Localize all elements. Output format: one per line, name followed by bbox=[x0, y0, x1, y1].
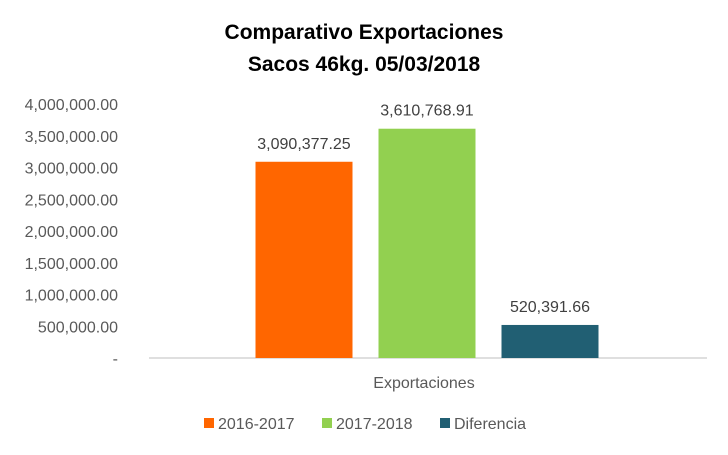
bar-2 bbox=[378, 128, 476, 358]
legend-swatch-2 bbox=[322, 418, 332, 428]
data-labels: 3,090,377.25 3,610,768.91 520,391.66 bbox=[257, 103, 590, 316]
y-tick-label: - bbox=[113, 351, 118, 368]
legend: 2016-2017 2017-2018 Diferencia bbox=[204, 416, 526, 433]
chart-title: Comparativo Exportaciones bbox=[225, 21, 504, 44]
bar-3 bbox=[501, 324, 599, 358]
legend-label-3: Diferencia bbox=[454, 416, 526, 433]
data-label-1: 3,090,377.25 bbox=[257, 136, 351, 153]
y-tick-label: 500,000.00 bbox=[38, 319, 118, 336]
bars bbox=[255, 128, 599, 358]
x-category-label: Exportaciones bbox=[373, 375, 474, 392]
y-tick-label: 4,000,000.00 bbox=[25, 97, 119, 114]
legend-label-2: 2017-2018 bbox=[336, 416, 413, 433]
data-label-3: 520,391.66 bbox=[510, 299, 590, 316]
y-tick-label: 3,000,000.00 bbox=[25, 161, 119, 178]
chart-subtitle: Sacos 46kg. 05/03/2018 bbox=[248, 53, 481, 76]
y-tick-label: 3,500,000.00 bbox=[25, 129, 119, 146]
y-tick-label: 2,000,000.00 bbox=[25, 224, 119, 241]
y-tick-label: 1,000,000.00 bbox=[25, 288, 119, 305]
legend-swatch-1 bbox=[204, 418, 214, 428]
bar-1 bbox=[255, 161, 353, 358]
legend-label-1: 2016-2017 bbox=[218, 416, 295, 433]
y-tick-label: 1,500,000.00 bbox=[25, 256, 119, 273]
y-tick-label: 2,500,000.00 bbox=[25, 192, 119, 209]
y-axis: - 500,000.00 1,000,000.00 1,500,000.00 2,000… bbox=[25, 97, 119, 368]
data-label-2: 3,610,768.91 bbox=[380, 103, 474, 120]
legend-swatch-3 bbox=[440, 418, 450, 428]
